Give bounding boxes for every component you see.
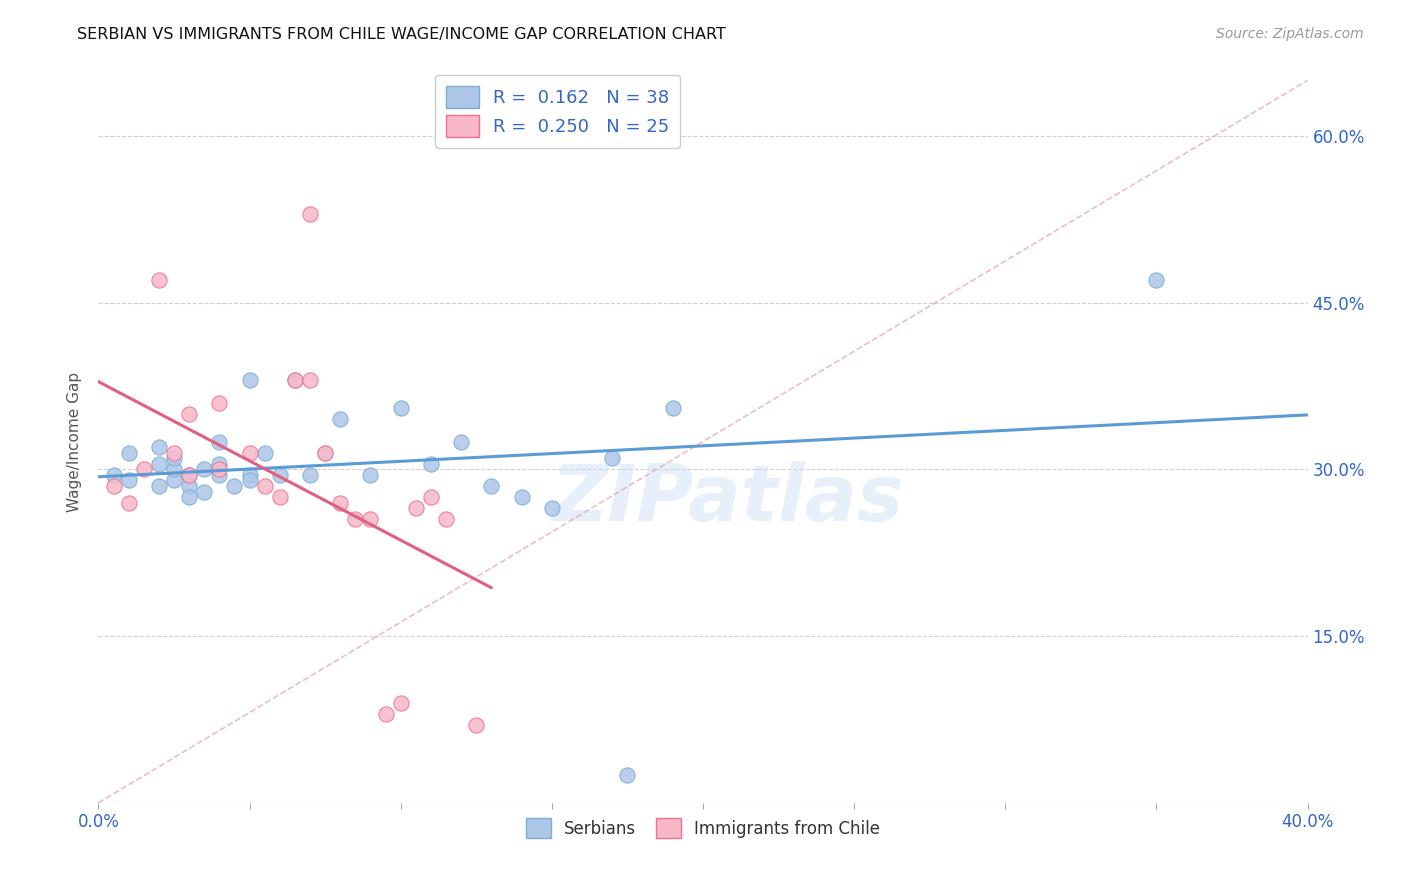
Point xyxy=(284,373,307,387)
Point xyxy=(239,445,262,459)
Point xyxy=(420,490,443,504)
Point xyxy=(148,440,170,454)
Point xyxy=(163,451,186,466)
Point xyxy=(132,462,155,476)
Point xyxy=(420,457,443,471)
Point xyxy=(208,457,231,471)
Point xyxy=(329,412,352,426)
Point xyxy=(103,479,125,493)
Text: SERBIAN VS IMMIGRANTS FROM CHILE WAGE/INCOME GAP CORRELATION CHART: SERBIAN VS IMMIGRANTS FROM CHILE WAGE/IN… xyxy=(77,27,727,42)
Point xyxy=(661,401,683,416)
Point xyxy=(450,434,472,449)
Point xyxy=(602,451,624,466)
Point xyxy=(179,479,201,493)
Point xyxy=(434,512,457,526)
Point xyxy=(179,407,201,421)
Point xyxy=(239,373,262,387)
Point xyxy=(148,457,170,471)
Point xyxy=(481,479,503,493)
Point xyxy=(314,445,336,459)
Point xyxy=(179,467,201,482)
Text: Source: ZipAtlas.com: Source: ZipAtlas.com xyxy=(1216,27,1364,41)
Point xyxy=(344,512,367,526)
Point xyxy=(103,467,125,482)
Point xyxy=(148,479,170,493)
Point xyxy=(253,445,276,459)
Point xyxy=(1144,273,1167,287)
Point xyxy=(179,467,201,482)
Point xyxy=(329,496,352,510)
Point xyxy=(208,462,231,476)
Point xyxy=(299,373,322,387)
Point xyxy=(389,696,412,710)
Point xyxy=(540,501,562,516)
Point xyxy=(360,467,382,482)
Point xyxy=(118,474,141,488)
Point xyxy=(163,462,186,476)
Point xyxy=(374,706,396,721)
Point xyxy=(269,490,291,504)
Point xyxy=(208,395,231,409)
Point xyxy=(284,373,307,387)
Point xyxy=(118,445,141,459)
Point xyxy=(224,479,246,493)
Point xyxy=(299,207,322,221)
Point xyxy=(163,445,186,459)
Point xyxy=(148,273,170,287)
Point xyxy=(253,479,276,493)
Point xyxy=(239,474,262,488)
Point xyxy=(299,467,322,482)
Point xyxy=(465,718,488,732)
Point xyxy=(405,501,427,516)
Point xyxy=(118,496,141,510)
Point xyxy=(360,512,382,526)
Point xyxy=(616,768,638,782)
Text: ZIPatlas: ZIPatlas xyxy=(551,461,903,537)
Point xyxy=(239,467,262,482)
Point xyxy=(208,434,231,449)
Point xyxy=(314,445,336,459)
Point xyxy=(510,490,533,504)
Y-axis label: Wage/Income Gap: Wage/Income Gap xyxy=(67,371,83,512)
Point xyxy=(179,490,201,504)
Point xyxy=(193,462,215,476)
Point xyxy=(389,401,412,416)
Legend: Serbians, Immigrants from Chile: Serbians, Immigrants from Chile xyxy=(519,812,887,845)
Point xyxy=(163,474,186,488)
Point xyxy=(193,484,215,499)
Point xyxy=(269,467,291,482)
Point xyxy=(208,467,231,482)
